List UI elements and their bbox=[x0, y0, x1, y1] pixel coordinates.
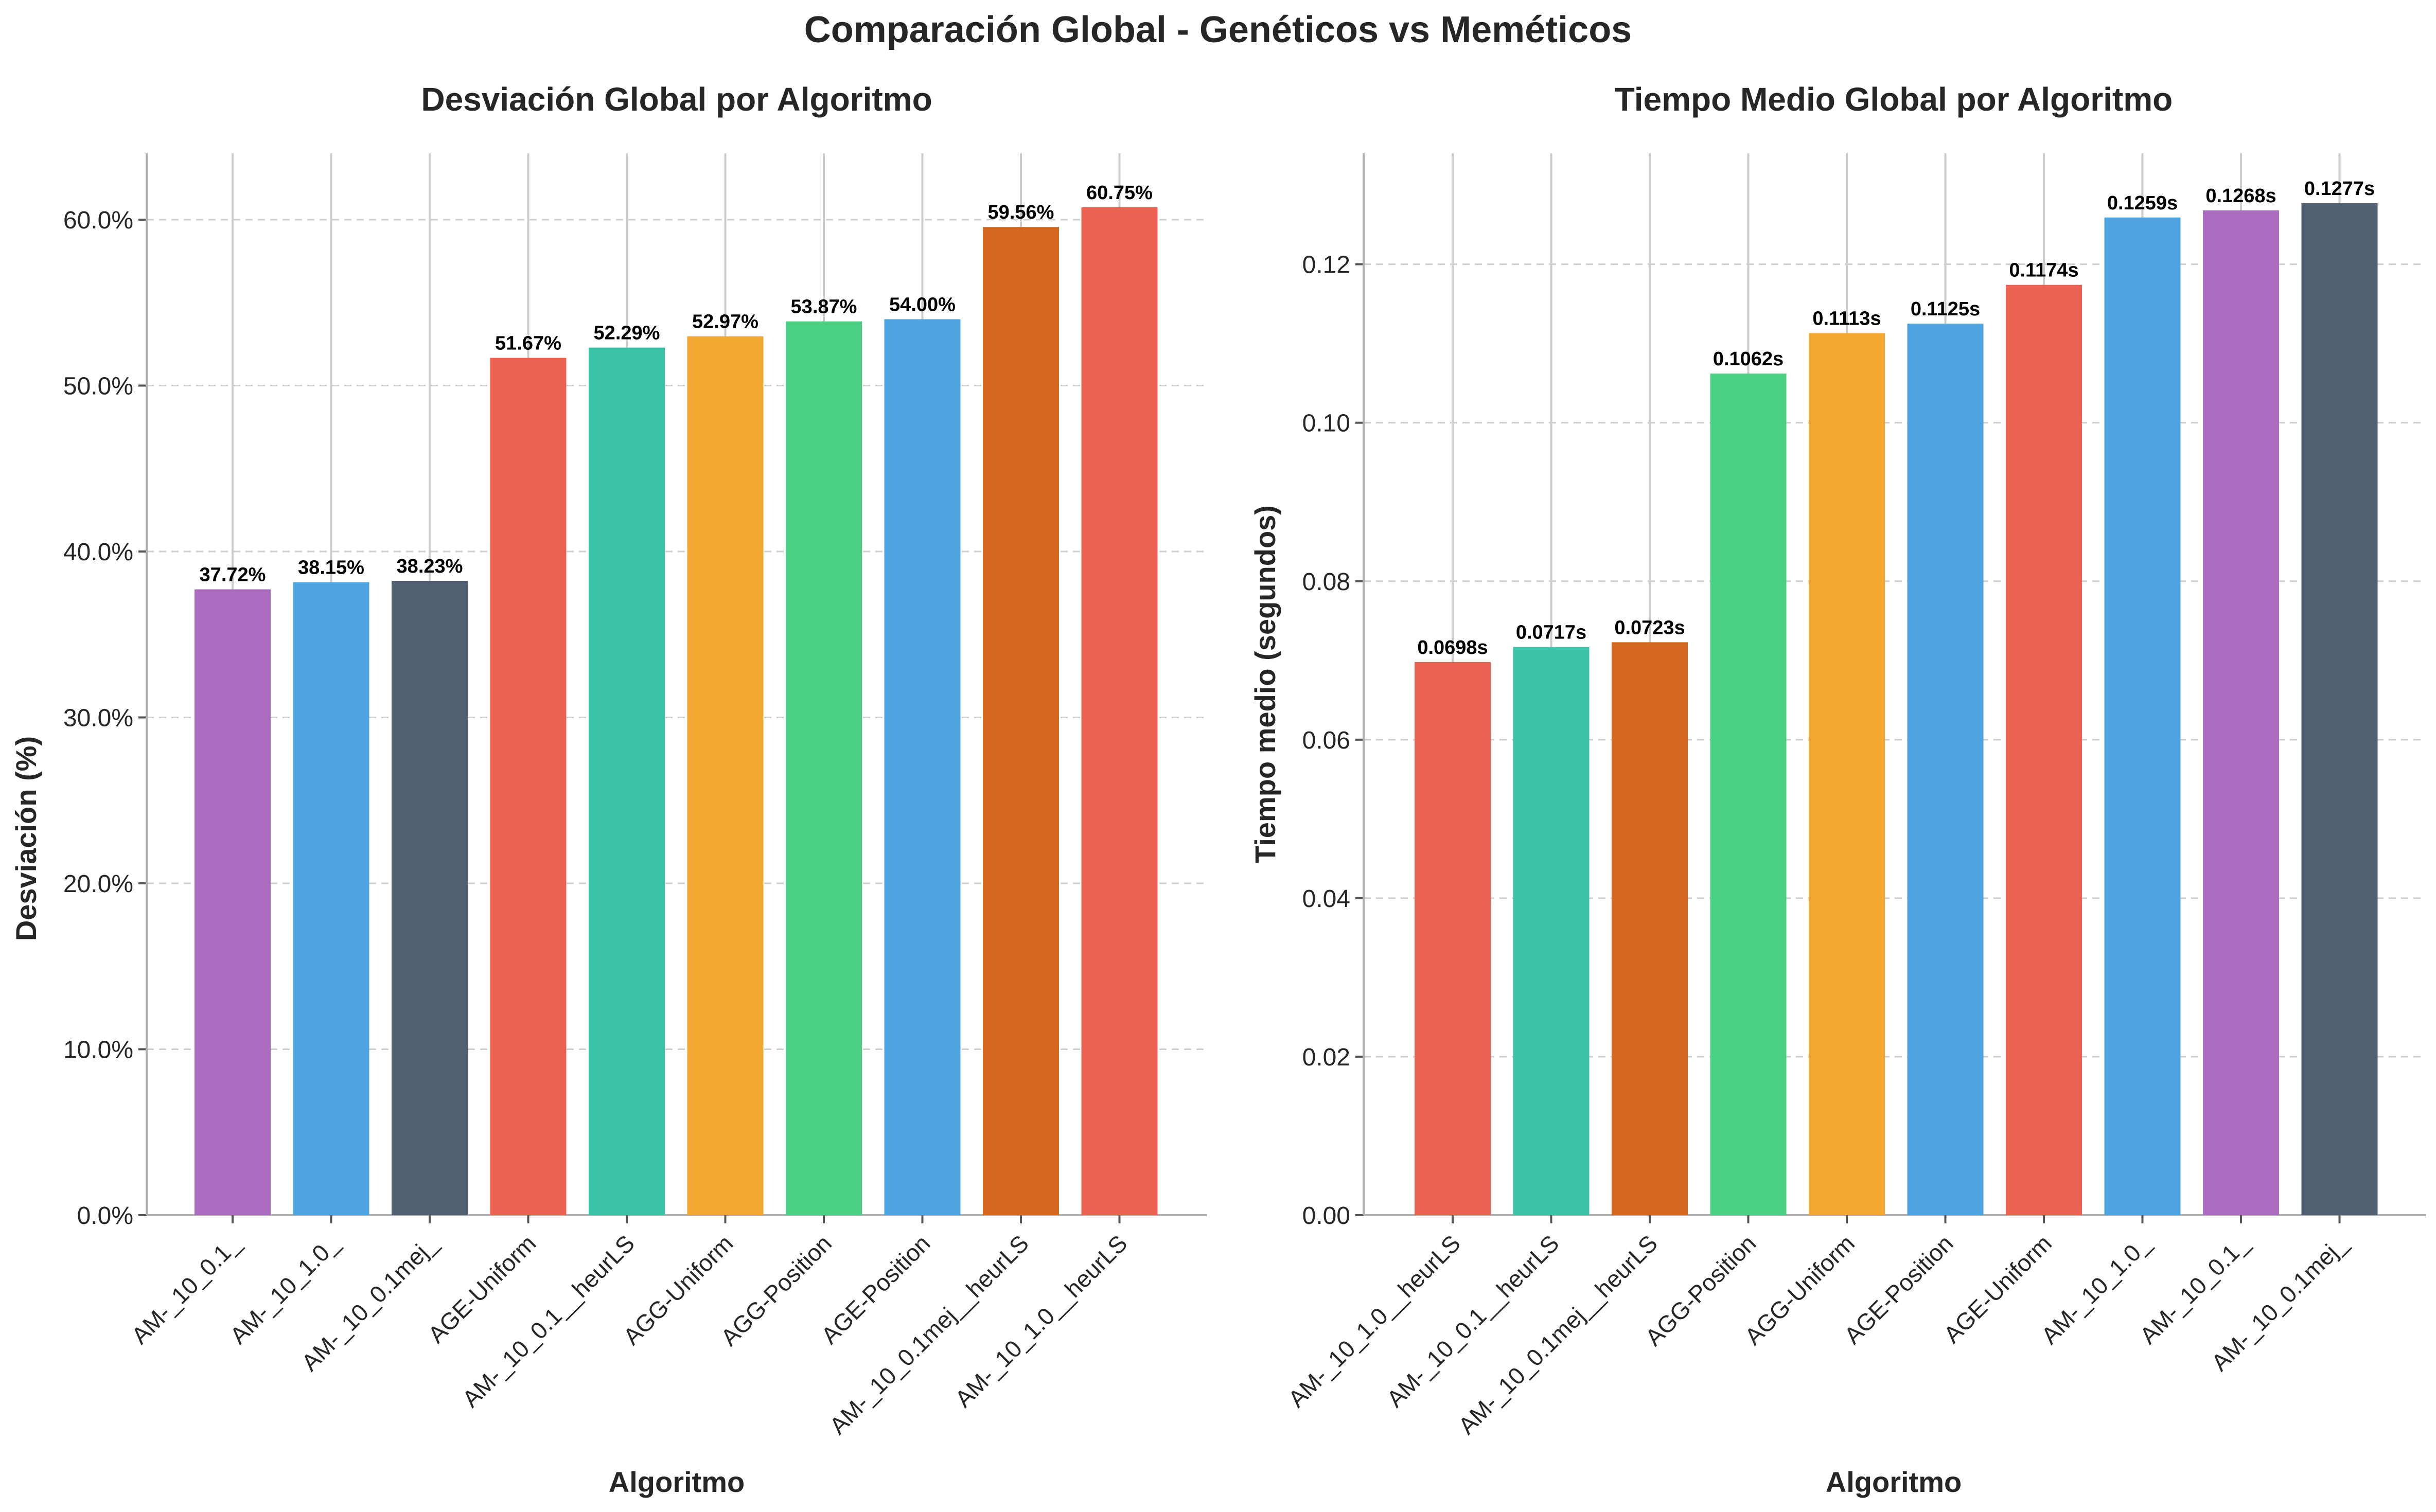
bar bbox=[884, 319, 961, 1215]
x-tick-label: AM-_10_1.0__heurLS bbox=[950, 1230, 1133, 1412]
y-tick-label: 0.08 bbox=[1302, 568, 1350, 596]
bar bbox=[589, 347, 665, 1216]
bar-value-label: 52.29% bbox=[594, 323, 660, 344]
bar bbox=[195, 589, 271, 1215]
bar bbox=[293, 582, 369, 1215]
y-tick-label: 60.0% bbox=[63, 207, 133, 234]
bar bbox=[1081, 207, 1158, 1215]
bar-value-label: 0.1062s bbox=[1713, 348, 1784, 370]
bar bbox=[2104, 217, 2181, 1216]
bar-value-label: 60.75% bbox=[1086, 182, 1153, 204]
x-tick-label: AM-_10_0.1__heurLS bbox=[1382, 1230, 1564, 1412]
y-tick-label: 50.0% bbox=[63, 373, 133, 400]
x-axis-label: Algoritmo bbox=[609, 1466, 745, 1498]
y-tick-label: 0.10 bbox=[1302, 410, 1350, 437]
y-tick-label: 30.0% bbox=[63, 705, 133, 732]
bar-value-label: 38.23% bbox=[397, 556, 463, 577]
bar bbox=[1907, 324, 1984, 1215]
bar bbox=[786, 321, 862, 1215]
bar-value-label: 0.0698s bbox=[1417, 637, 1488, 659]
bar-value-label: 0.1174s bbox=[2009, 260, 2078, 281]
chart-title: Tiempo Medio Global por Algoritmo bbox=[1615, 81, 2173, 118]
chart-tiempo: Tiempo Medio Global por Algoritmo Algori… bbox=[1249, 81, 2426, 1498]
y-tick-label: 0.06 bbox=[1302, 727, 1350, 754]
bar bbox=[490, 358, 567, 1215]
bar-value-label: 37.72% bbox=[200, 564, 266, 586]
plot-area-desviacion: 0.0% 10.0% 20.0% 30.0% 40.0% 50.0% 60.0% 37.72%… bbox=[63, 153, 1207, 1439]
bar-value-label: 51.67% bbox=[495, 333, 561, 354]
bar-value-label: 0.1268s bbox=[2205, 185, 2276, 207]
bar bbox=[1415, 662, 1491, 1215]
bar bbox=[2006, 284, 2082, 1215]
y-tick-label: 0.04 bbox=[1302, 885, 1350, 913]
bar bbox=[1513, 647, 1590, 1215]
bar-value-label: 0.0723s bbox=[1614, 617, 1685, 638]
bar-value-label: 0.1259s bbox=[2107, 192, 2178, 214]
bar-value-label: 0.0717s bbox=[1516, 622, 1586, 644]
y-tick-label: 0.12 bbox=[1302, 252, 1350, 279]
bar bbox=[2203, 210, 2279, 1215]
plot-area-tiempo: 0.00 0.02 0.04 0.06 0.08 0.10 0.12 0.0698s AM-_1… bbox=[1283, 153, 2426, 1439]
y-tick-label: 0.0% bbox=[77, 1202, 133, 1230]
y-axis-label: Tiempo medio (segundos) bbox=[1249, 505, 1281, 863]
figure-title: Comparación Global - Genéticos vs Meméti… bbox=[804, 9, 1632, 50]
x-tick-label: AM-_10_0.1mej__heurLS bbox=[824, 1230, 1034, 1439]
bar-value-label: 38.15% bbox=[298, 557, 364, 579]
x-axis-label: Algoritmo bbox=[1826, 1466, 1962, 1498]
chart-title: Desviación Global por Algoritmo bbox=[421, 81, 932, 118]
bar bbox=[2301, 203, 2378, 1215]
y-tick-label: 0.02 bbox=[1302, 1044, 1350, 1071]
x-tick-label: AM-_10_0.1__heurLS bbox=[457, 1230, 640, 1412]
bar bbox=[1710, 373, 1787, 1215]
y-axis-label: Desviación (%) bbox=[10, 736, 42, 941]
x-tick-label: AM-_10_1.0__heurLS bbox=[1283, 1230, 1466, 1412]
y-tick-label: 20.0% bbox=[63, 870, 133, 898]
bar bbox=[1809, 333, 1885, 1216]
bar bbox=[1612, 642, 1688, 1215]
x-tick-label: AM-_10_0.1mej__heurLS bbox=[1453, 1230, 1663, 1439]
bar-value-label: 0.1277s bbox=[2304, 178, 2375, 200]
bar-value-label: 59.56% bbox=[988, 202, 1054, 223]
bar-value-label: 0.1125s bbox=[1911, 298, 1980, 320]
y-tick-label: 0.00 bbox=[1302, 1202, 1350, 1230]
bar bbox=[983, 227, 1059, 1216]
y-tick-label: 40.0% bbox=[63, 539, 133, 566]
bar-value-label: 54.00% bbox=[889, 294, 956, 316]
bar-value-label: 0.1113s bbox=[1812, 308, 1881, 330]
chart-desviacion: Desviación Global por Algoritmo Algoritm… bbox=[10, 81, 1207, 1498]
bar bbox=[687, 336, 764, 1215]
bar-value-label: 52.97% bbox=[692, 311, 758, 333]
y-tick-label: 10.0% bbox=[63, 1037, 133, 1064]
bar-value-label: 53.87% bbox=[791, 296, 857, 318]
bar bbox=[392, 581, 468, 1215]
